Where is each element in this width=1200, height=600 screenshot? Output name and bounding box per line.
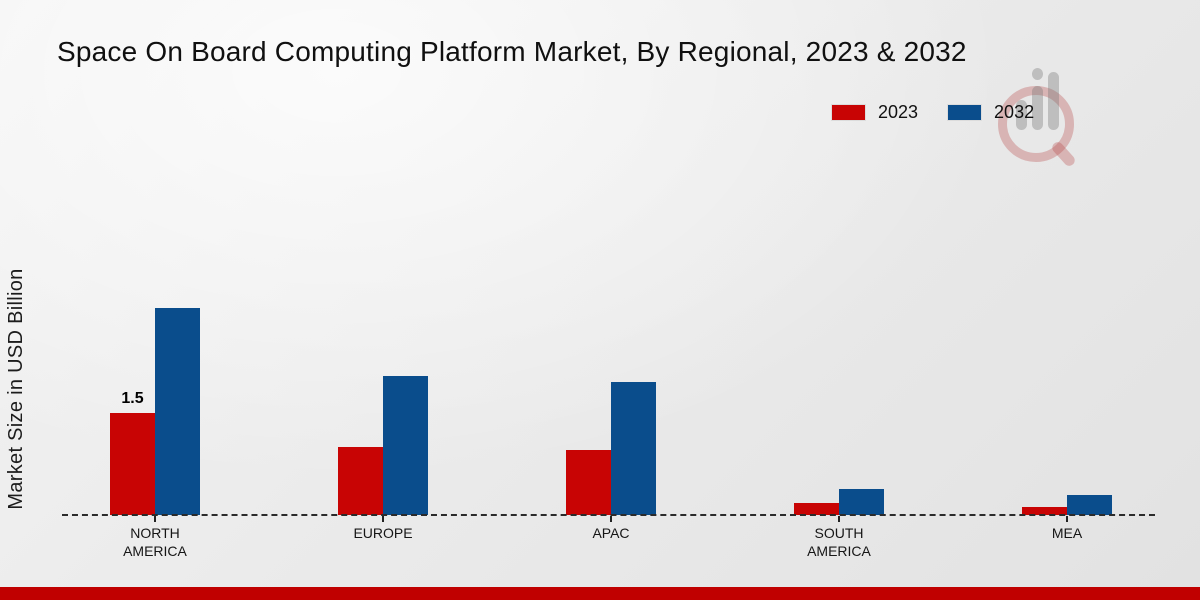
bar-2032-south-america — [839, 489, 884, 515]
bar-2032-europe — [383, 376, 428, 515]
chart-title: Space On Board Computing Platform Market… — [57, 36, 967, 67]
x-axis-tick-apac — [610, 516, 612, 522]
bar-2032-mea — [1067, 495, 1112, 515]
legend-swatch-2032 — [948, 105, 982, 120]
legend-swatch-2023 — [832, 105, 865, 120]
bar-2023-apac — [566, 450, 611, 515]
x-axis-tick-south-america — [838, 516, 840, 522]
x-axis-tick-north-america — [154, 516, 156, 522]
legend: 2023 2032 — [832, 102, 1034, 123]
x-axis-label-mea: MEA — [1051, 525, 1083, 541]
magnifier-ring-icon — [998, 86, 1074, 162]
bar-2023-south-america — [794, 503, 839, 515]
logo-bar-icon — [1048, 72, 1059, 130]
legend-label-2023: 2023 — [878, 102, 919, 122]
logo-bar-icon — [1032, 86, 1043, 130]
legend-item-2032: 2032 — [948, 102, 1034, 123]
legend-label-2032: 2032 — [994, 102, 1035, 122]
bar-2023-europe — [338, 447, 383, 515]
bar-value-label-north-america: 1.5 — [121, 390, 144, 407]
bar-2023-mea — [1022, 507, 1067, 515]
footer-accent-bar — [0, 587, 1200, 600]
x-axis-tick-europe — [382, 516, 384, 522]
x-axis-label-north-america: NORTH AMERICA — [123, 525, 187, 560]
x-axis-label-apac: APAC — [592, 525, 630, 541]
logo-bar-icon — [1016, 100, 1027, 130]
bar-2032-apac — [611, 382, 656, 515]
bar-2032-north-america — [155, 308, 200, 515]
brand-watermark-logo — [998, 58, 1088, 173]
bar-2023-north-america — [110, 413, 155, 515]
x-axis-tick-mea — [1066, 516, 1068, 522]
x-axis-label-europe: EUROPE — [353, 525, 413, 541]
x-axis-label-south-america: SOUTH AMERICA — [807, 525, 871, 560]
logo-dot-icon — [1032, 68, 1043, 80]
x-axis-baseline — [62, 514, 1155, 516]
legend-item-2023: 2023 — [832, 102, 918, 123]
